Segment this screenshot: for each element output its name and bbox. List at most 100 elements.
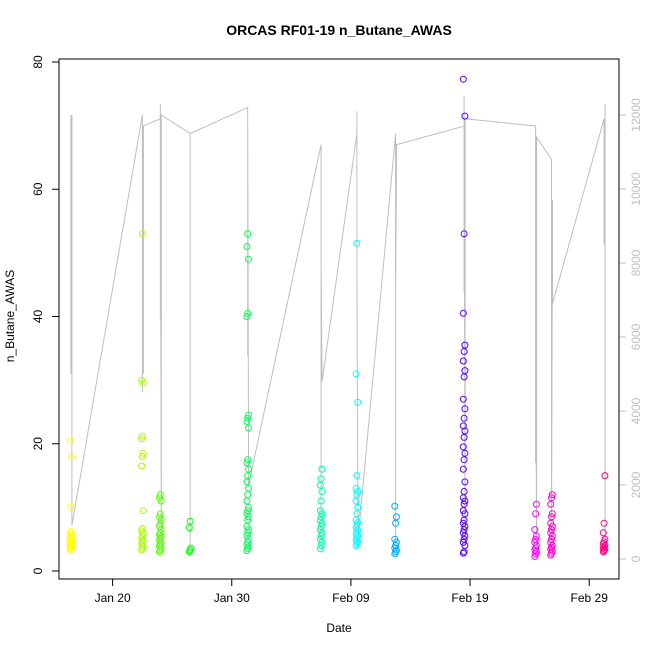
y2-tick-label: 10000 xyxy=(629,172,643,206)
data-point xyxy=(138,453,146,460)
data-point xyxy=(66,529,74,537)
secondary-series-line xyxy=(70,96,606,548)
data-point xyxy=(245,543,252,551)
data-point xyxy=(459,465,467,473)
data-point xyxy=(245,465,252,473)
x-tick-label: Jan 30 xyxy=(214,591,250,605)
x-tick-label: Feb 19 xyxy=(451,591,489,605)
data-point xyxy=(459,538,467,546)
data-point xyxy=(532,532,540,540)
data-point xyxy=(391,535,399,543)
data-point xyxy=(600,543,608,551)
data-point xyxy=(459,422,467,430)
points-layer xyxy=(66,75,609,560)
data-point xyxy=(353,510,361,518)
data-point xyxy=(460,433,468,441)
data-point xyxy=(245,484,252,492)
data-point xyxy=(547,538,555,546)
y-axis-label: n_Butane_AWAS xyxy=(3,270,17,363)
data-point xyxy=(139,537,147,544)
y-tick-label: 20 xyxy=(31,437,45,451)
data-point xyxy=(138,432,146,440)
data-point xyxy=(353,472,361,480)
data-point xyxy=(354,398,362,406)
data-point xyxy=(187,544,195,552)
data-point xyxy=(548,494,555,502)
data-point xyxy=(245,503,252,511)
data-point xyxy=(547,500,555,508)
data-point xyxy=(353,239,361,247)
data-point xyxy=(532,535,540,543)
chart-title: ORCAS RF01-19 n_Butane_AWAS xyxy=(226,22,452,38)
data-point xyxy=(317,475,325,483)
data-point xyxy=(138,376,146,384)
y-tick-label: 80 xyxy=(31,55,45,69)
data-point xyxy=(138,524,146,532)
data-point xyxy=(461,112,469,120)
data-point xyxy=(599,529,607,537)
data-point xyxy=(461,449,469,457)
data-point xyxy=(461,367,469,375)
y-tick-label: 60 xyxy=(31,182,45,196)
y2-tick-label: 4000 xyxy=(629,397,643,424)
data-point xyxy=(316,516,324,524)
data-point xyxy=(392,546,400,554)
data-point xyxy=(601,535,609,543)
data-point xyxy=(460,414,468,422)
secondary-line-layer xyxy=(70,96,606,548)
data-point xyxy=(243,418,251,425)
data-point xyxy=(244,456,252,464)
data-point xyxy=(138,230,146,238)
data-point xyxy=(243,459,251,467)
data-point xyxy=(244,472,252,480)
y2-tick-label: 2000 xyxy=(629,471,643,498)
x-tick-label: Jan 20 xyxy=(95,591,131,605)
data-point xyxy=(548,513,555,521)
data-point xyxy=(68,453,76,460)
data-point xyxy=(532,510,540,518)
data-point xyxy=(459,357,467,365)
data-point xyxy=(245,411,252,419)
data-point xyxy=(316,535,324,543)
data-point xyxy=(316,545,324,553)
data-point xyxy=(245,255,252,263)
data-point xyxy=(461,341,469,349)
data-point xyxy=(185,524,193,532)
data-point xyxy=(459,309,467,317)
data-point xyxy=(461,478,469,486)
data-point xyxy=(316,507,324,515)
x-tick-label: Feb 09 xyxy=(332,591,370,605)
data-point xyxy=(601,472,609,480)
data-point xyxy=(531,538,539,546)
data-point xyxy=(532,500,540,508)
data-point xyxy=(245,424,252,432)
data-point xyxy=(459,75,467,83)
y-tick-label: 0 xyxy=(31,567,45,574)
data-point xyxy=(459,529,467,537)
data-point xyxy=(243,243,251,250)
data-point xyxy=(459,549,467,557)
data-point xyxy=(68,544,76,552)
y2-tick-label: 6000 xyxy=(629,323,643,350)
data-point xyxy=(156,523,163,530)
data-point xyxy=(547,529,555,537)
data-point xyxy=(156,510,164,518)
data-point xyxy=(460,488,468,495)
data-point xyxy=(138,462,146,470)
data-point xyxy=(352,484,360,492)
y-tick-label: 40 xyxy=(31,310,45,324)
data-point xyxy=(460,456,468,464)
data-point xyxy=(243,497,251,505)
data-point xyxy=(461,405,469,413)
data-point xyxy=(354,503,362,511)
data-point xyxy=(460,230,468,238)
data-point xyxy=(600,519,608,527)
data-point xyxy=(244,414,252,422)
data-point xyxy=(68,535,76,543)
y2-tick-label: 8000 xyxy=(629,249,643,276)
data-point xyxy=(316,481,324,489)
data-point xyxy=(243,532,251,540)
data-point xyxy=(548,510,556,518)
data-point xyxy=(460,373,468,381)
